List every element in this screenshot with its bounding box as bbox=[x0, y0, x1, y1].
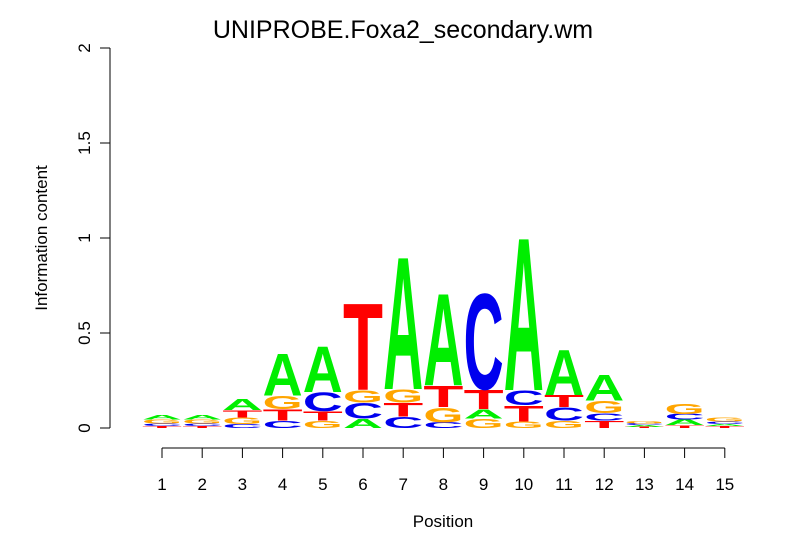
logo-letter: C bbox=[263, 419, 303, 431]
logo-letter: G bbox=[624, 420, 664, 424]
logo-letter: C bbox=[705, 421, 745, 425]
x-tick-label: 9 bbox=[479, 475, 488, 494]
y-tick-label: 1.5 bbox=[75, 131, 94, 155]
logo-letter: T bbox=[504, 401, 544, 426]
y-tick-label: 1 bbox=[75, 233, 94, 242]
x-tick-label: 2 bbox=[197, 475, 206, 494]
x-tick-label: 15 bbox=[715, 475, 734, 494]
x-axis-label: Position bbox=[413, 512, 473, 531]
logo-letter: G bbox=[222, 416, 262, 426]
logo-letter: A bbox=[222, 396, 262, 414]
logo-letter: G bbox=[584, 397, 624, 416]
logo-letter: C bbox=[584, 411, 624, 423]
logo-letter: C bbox=[504, 387, 544, 410]
logo-letter: G bbox=[544, 419, 584, 431]
logo-letter: T bbox=[624, 427, 664, 428]
y-tick-label: 0.5 bbox=[75, 321, 94, 345]
logo-letter: C bbox=[142, 423, 182, 427]
logo-letter: G bbox=[303, 419, 343, 431]
logo-letter: A bbox=[705, 424, 745, 427]
chart-title: UNIPROBE.Foxa2_secondary.wm bbox=[213, 16, 593, 44]
logo-letter: C bbox=[222, 423, 262, 429]
y-tick-label: 2 bbox=[75, 43, 94, 52]
logo-letter: A bbox=[544, 336, 584, 408]
logo-letter: A bbox=[423, 266, 463, 414]
x-tick-label: 13 bbox=[635, 475, 654, 494]
logo-letter: A bbox=[343, 416, 383, 431]
logo-letter: G bbox=[504, 420, 544, 430]
logo-letter: C bbox=[303, 387, 343, 416]
logo-letter: C bbox=[182, 423, 222, 427]
logo-letter: C bbox=[464, 266, 504, 419]
logo-letter: T bbox=[665, 424, 705, 428]
x-tick-label: 14 bbox=[675, 475, 694, 494]
logo-letter: T bbox=[182, 426, 222, 429]
logo-letter: T bbox=[544, 392, 584, 411]
logo-letter: G bbox=[705, 417, 745, 423]
logo-letter: A bbox=[624, 425, 664, 428]
logo-letter: T bbox=[423, 380, 463, 414]
logo-letter: G bbox=[423, 404, 463, 427]
x-tick-label: 5 bbox=[318, 475, 327, 494]
logo-letter: A bbox=[504, 193, 544, 437]
logo-letter: A bbox=[464, 407, 504, 422]
logo-letter: C bbox=[665, 412, 705, 421]
x-tick-label: 4 bbox=[278, 475, 287, 494]
logo-letter: C bbox=[383, 414, 423, 432]
x-tick-label: 1 bbox=[157, 475, 166, 494]
x-tick-label: 3 bbox=[238, 475, 247, 494]
logo-letter: C bbox=[544, 404, 584, 425]
logo-letter: A bbox=[263, 341, 303, 409]
x-tick-label: 10 bbox=[514, 475, 533, 494]
logo-letter: A bbox=[182, 414, 222, 421]
logo-letter: G bbox=[464, 416, 504, 431]
logo-letter: G bbox=[343, 387, 383, 406]
y-tick-label: 0 bbox=[75, 423, 94, 432]
x-tick-label: 11 bbox=[555, 475, 573, 494]
x-tick-label: 7 bbox=[398, 475, 407, 494]
logo-letter: G bbox=[182, 419, 222, 425]
x-tick-label: 6 bbox=[358, 475, 367, 494]
logo-letter: G bbox=[263, 393, 303, 414]
logo-letter: T bbox=[464, 384, 504, 415]
x-tick-label: 12 bbox=[595, 475, 614, 494]
logo-letter: T bbox=[584, 419, 624, 431]
logo-letter: C bbox=[423, 421, 463, 430]
logo-letter: A bbox=[584, 367, 624, 408]
logo-letter: C bbox=[624, 423, 664, 426]
logo-letter: T bbox=[142, 426, 182, 429]
logo-letter: A bbox=[303, 332, 343, 406]
logo-letter: T bbox=[222, 408, 262, 420]
logo-letter: A bbox=[665, 418, 705, 427]
logo-letter: T bbox=[383, 399, 423, 421]
logo-letter: C bbox=[343, 398, 383, 423]
logo-letter: A bbox=[383, 219, 423, 430]
logo-letter: T bbox=[343, 278, 383, 417]
logo-letter: G bbox=[142, 419, 182, 425]
logo-letter: T bbox=[303, 409, 343, 424]
logo-letter: A bbox=[142, 414, 182, 421]
y-axis-label: Information content bbox=[32, 165, 51, 311]
logo-letter: T bbox=[705, 426, 745, 429]
logo-letter: T bbox=[263, 406, 303, 424]
logo-letter: G bbox=[383, 386, 423, 407]
logo-letter: G bbox=[665, 401, 705, 417]
x-tick-label: 8 bbox=[439, 475, 448, 494]
